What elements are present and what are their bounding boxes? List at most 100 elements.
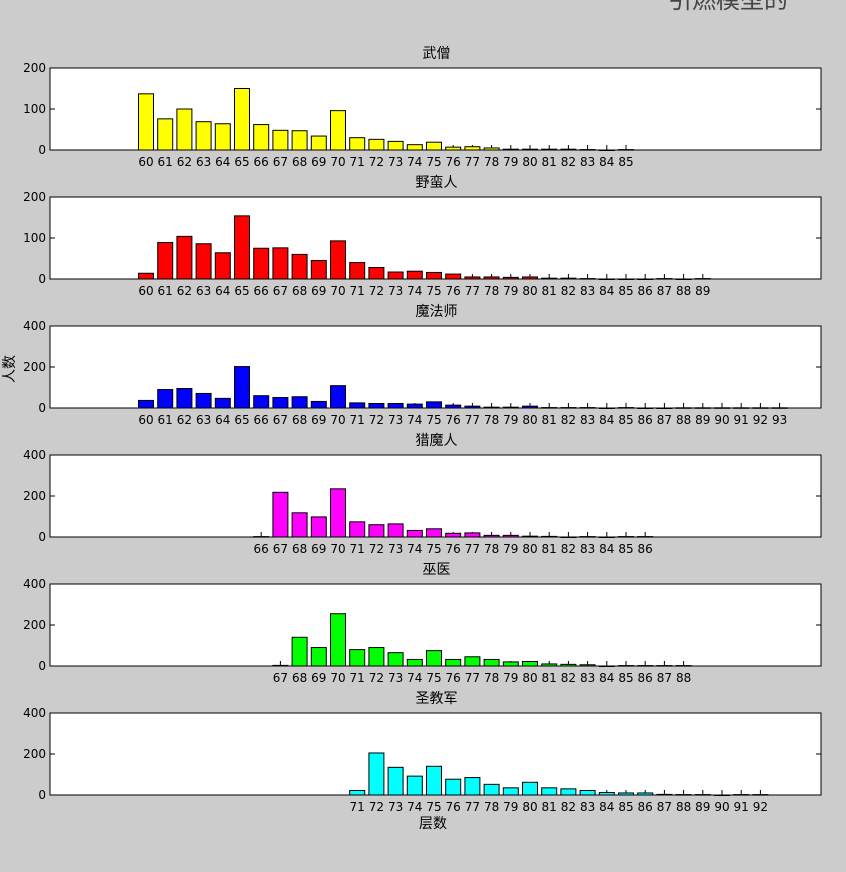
x-tick-label: 77 [465,671,480,685]
x-tick-label: 68 [292,284,307,298]
bar [368,524,385,538]
bar [560,407,577,409]
y-tick-label: 200 [23,360,46,374]
bar [637,792,654,796]
y-tick-label: 0 [38,659,46,673]
chart-title: 巫医 [423,562,451,578]
bar [483,783,500,796]
bar [157,118,174,151]
bar [406,403,423,409]
x-tick-label: 62 [177,284,192,298]
bar [310,647,327,667]
bar [579,664,596,667]
x-tick-label: 75 [426,413,441,427]
bar [272,664,289,667]
x-tick-label: 64 [215,284,230,298]
bar [579,789,596,796]
chart-title: 圣教军 [416,691,458,707]
bar [560,148,577,151]
bar [464,146,481,151]
bar [618,149,634,151]
x-tick-label: 84 [599,284,614,298]
x-tick-label: 78 [484,284,499,298]
subplot-2: 野蛮人 0 100 200 60 61 62 63 64 65 66 67 68 69 70 71 72 73 74… [23,174,822,298]
bar [598,792,615,796]
x-tick-label: 88 [676,284,691,298]
bar [330,488,346,538]
bar [234,366,250,409]
x-tick-label: 74 [407,800,422,814]
x-tick-label: 79 [503,413,518,427]
bar [560,788,577,796]
x-tick-label: 78 [484,155,499,169]
x-tick-label: 75 [426,155,441,169]
x-tick-label: 78 [484,671,499,685]
bar [522,535,538,538]
bar [541,277,558,280]
x-tick-label: 69 [311,542,326,556]
x-tick-label: 81 [542,284,557,298]
chart-title: 野蛮人 [416,174,458,191]
bar [502,661,519,667]
x-tick-label: 77 [465,284,480,298]
bar [214,123,231,151]
x-tick-label: 78 [484,413,499,427]
bar [310,516,327,538]
x-tick-label: 84 [599,671,614,685]
bar [310,260,327,280]
bar [618,792,634,796]
bar [368,647,385,667]
bar [502,276,519,280]
x-tick-label: 87 [657,413,672,427]
y-tick-label: 0 [38,143,46,157]
bar [714,794,730,796]
x-tick-label: 69 [311,671,326,685]
x-tick-label: 79 [503,671,518,685]
chart-title: 猎魔人 [416,433,458,449]
bar [272,397,289,409]
y-tick-label: 200 [23,190,46,204]
bar [445,532,462,538]
bar [483,147,500,151]
x-tick-label: 86 [638,671,653,685]
bar [138,93,154,151]
bar [195,392,212,409]
x-tick-label: 83 [580,542,595,556]
x-tick-label: 72 [369,413,384,427]
bar [579,149,596,151]
y-tick-label: 100 [23,102,46,116]
x-tick-label: 66 [254,542,269,556]
bar [426,528,442,538]
bar [714,407,730,409]
x-tick-label: 84 [599,413,614,427]
bar [291,396,308,409]
x-tick-label: 79 [503,542,518,556]
x-tick-label: 76 [446,671,461,685]
x-tick-label: 90 [714,413,729,427]
x-tick-label: 85 [618,155,633,169]
bar [176,108,193,151]
x-tick-label: 73 [388,284,403,298]
x-tick-label: 70 [330,284,345,298]
x-tick-label: 66 [254,284,269,298]
x-tick-label: 69 [311,413,326,427]
bar [195,243,212,280]
y-tick-label: 400 [23,706,46,720]
bar [502,406,519,409]
x-tick-label: 62 [177,155,192,169]
bar [598,278,615,280]
bar [426,141,442,151]
subplot-3: 魔法师 0 200 400 60 61 62 63 64 65 66 67 68 69 70 71 72 73 74… [23,304,822,427]
x-tick-label: 76 [446,413,461,427]
bar [368,752,385,796]
bar [656,278,673,280]
bar [368,138,385,151]
x-tick-label: 66 [254,413,269,427]
bar [541,787,558,796]
x-tick-label: 74 [407,413,422,427]
x-tick-label: 70 [330,542,345,556]
bar [310,400,327,409]
x-tick-label: 82 [561,671,576,685]
bar [483,534,500,538]
x-tick-label: 80 [522,155,537,169]
